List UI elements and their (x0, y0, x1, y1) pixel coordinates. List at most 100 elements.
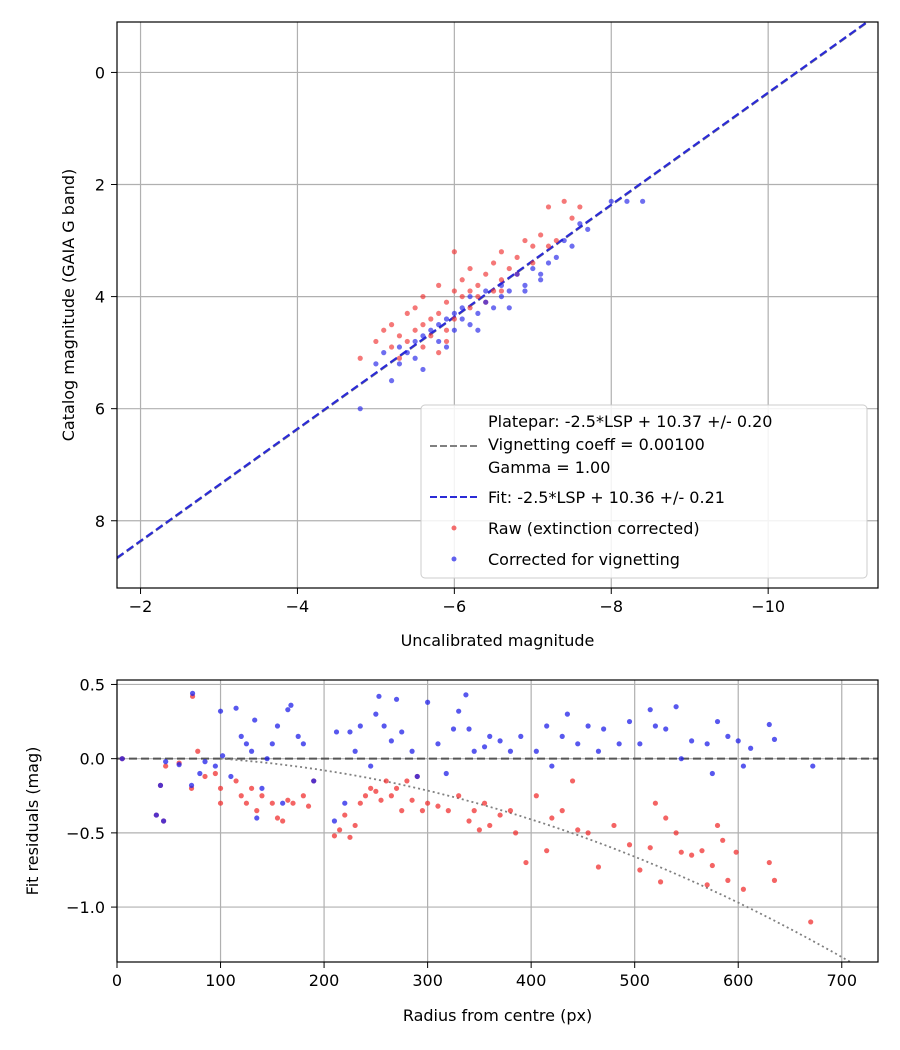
corrected-residual-point (481, 744, 488, 750)
raw-residual-point (497, 812, 503, 818)
raw-residual-point (476, 827, 482, 833)
corrected-residual-point (471, 748, 477, 754)
corrected-residual-point (269, 741, 275, 747)
raw-residual-point (388, 793, 394, 799)
legend-corrected-marker (451, 556, 457, 562)
corrected-point (538, 271, 544, 277)
bottom-y-tick-label: 0.5 (80, 675, 105, 694)
raw-residual-point (337, 827, 343, 833)
raw-residual-point (733, 849, 739, 855)
corrected-residual-point (497, 738, 503, 744)
bottom-axes-frame (116, 679, 879, 963)
corrected-residual-point (450, 726, 457, 732)
raw-point (459, 277, 465, 283)
corrected-residual-point (626, 718, 633, 725)
corrected-residual-point (443, 770, 449, 777)
corrected-residual-point (601, 726, 607, 732)
raw-point (553, 237, 559, 244)
bottom-x-tick-label: 600 (723, 971, 754, 990)
raw-point (545, 243, 552, 249)
raw-point (373, 338, 379, 345)
raw-point (498, 277, 505, 283)
raw-point (396, 333, 403, 339)
raw-residual-point (362, 793, 369, 799)
raw-point (522, 237, 528, 244)
raw-residual-point (652, 800, 658, 806)
corrected-residual-point (463, 692, 469, 698)
raw-residual-point (466, 818, 472, 824)
raw-residual-point (383, 778, 389, 784)
raw-point (357, 355, 363, 361)
raw-residual-point (274, 815, 281, 821)
corrected-point (412, 338, 418, 345)
corrected-point (577, 221, 583, 227)
corrected-residual-point (311, 778, 317, 784)
raw-residual-point (248, 785, 255, 791)
raw-point (420, 344, 426, 350)
corrected-residual-point (285, 707, 291, 713)
residuals-plot: 0 100 200 300 400 500 600 700 0.5 0.0 −0.5 −1.0 Rad… (23, 675, 879, 1025)
corrected-point (373, 361, 379, 367)
raw-point (381, 327, 387, 333)
top-tick-marks: −2 −4 −6 −8 −10 0 2 4 6 8 (95, 63, 785, 616)
corrected-point (545, 260, 552, 266)
corrected-residual-point (652, 723, 658, 729)
raw-residual-point (347, 834, 353, 840)
raw-residual-point (766, 859, 772, 866)
corrected-point (404, 350, 410, 356)
raw-residual-point (771, 877, 778, 883)
corrected-residual-point (280, 800, 286, 806)
corrected-residual-point (331, 818, 338, 824)
legend-raw-marker (451, 525, 457, 531)
raw-residual-point (254, 808, 260, 814)
corrected-point (475, 327, 481, 333)
corrected-point (420, 366, 426, 373)
bottom-y-tick-label: −0.5 (66, 824, 105, 843)
corrected-residual-point (564, 711, 570, 717)
corrected-point (436, 322, 442, 328)
raw-residual-point (740, 886, 747, 892)
raw-residual-point (163, 763, 169, 769)
corrected-residual-point (220, 753, 226, 759)
bottom-x-axis-label: Radius from centre (px) (403, 1006, 592, 1025)
corrected-residual-point (376, 693, 382, 699)
corrected-residual-point (352, 748, 358, 754)
corrected-residual-point (518, 733, 524, 740)
raw-residual-point (699, 848, 705, 854)
raw-point (561, 198, 567, 204)
legend-platepar-label: Platepar: -2.5*LSP + 10.37 +/- 0.20 (488, 412, 772, 431)
raw-residual-point (513, 830, 519, 836)
legend-raw-label: Raw (extinction corrected) (488, 519, 700, 538)
corrected-point (459, 316, 465, 322)
bottom-x-tick-label: 300 (412, 971, 443, 990)
legend-gamma-label: Gamma = 1.00 (488, 458, 610, 477)
corrected-residual-point (771, 736, 778, 742)
raw-residual-point (523, 859, 529, 866)
bottom-x-tick-label: 500 (619, 971, 650, 990)
top-scatter-points (357, 198, 646, 412)
legend-box (420, 404, 868, 579)
raw-point (514, 254, 520, 260)
corrected-residual-point (766, 721, 772, 728)
raw-point (451, 249, 457, 255)
corrected-residual-point (456, 708, 462, 714)
raw-residual-point (487, 822, 493, 829)
raw-point (530, 260, 536, 266)
raw-residual-point (637, 867, 643, 873)
raw-residual-point (425, 800, 431, 806)
raw-residual-point (507, 808, 514, 814)
top-y-tick-label: 2 (95, 176, 105, 195)
bottom-y-axis-label: Fit residuals (mag) (23, 747, 42, 896)
corrected-residual-point (197, 770, 203, 777)
corrected-residual-point (228, 773, 234, 780)
corrected-residual-point (373, 711, 379, 717)
raw-point (396, 355, 403, 361)
bottom-x-tick-label: 700 (826, 971, 857, 990)
raw-point (467, 305, 473, 311)
corrected-point (475, 310, 481, 317)
corrected-residual-point (414, 773, 420, 780)
corrected-point (506, 305, 512, 311)
raw-residual-point (445, 808, 451, 814)
raw-residual-point (435, 803, 441, 809)
